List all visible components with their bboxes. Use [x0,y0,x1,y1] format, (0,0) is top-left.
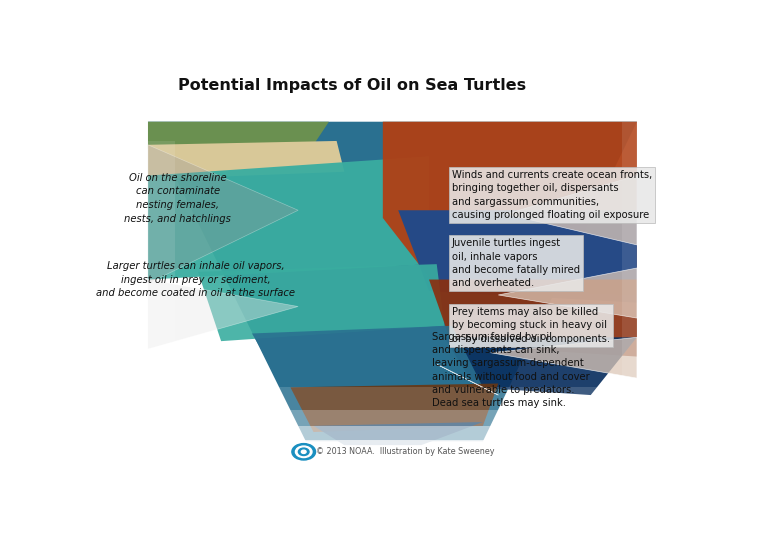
Polygon shape [98,387,690,474]
Polygon shape [148,122,329,149]
Circle shape [301,450,306,454]
Text: Winds and currents create ocean fronts,
bringing together oil, dispersants
and s: Winds and currents create ocean fronts, … [452,170,652,220]
Polygon shape [437,364,498,395]
Polygon shape [98,440,690,474]
Polygon shape [198,264,445,341]
Polygon shape [644,122,690,474]
Polygon shape [148,141,344,180]
Polygon shape [148,145,298,284]
Polygon shape [148,122,637,441]
Text: Potential Impacts of Oil on Sea Turtles: Potential Impacts of Oil on Sea Turtles [177,78,526,93]
Text: Juvenile turtles ingest
oil, inhale vapors
and become fatally mired
and overheat: Juvenile turtles ingest oil, inhale vapo… [452,238,580,288]
Polygon shape [98,141,129,474]
Polygon shape [148,156,429,280]
Polygon shape [382,122,637,295]
Polygon shape [252,326,483,399]
Polygon shape [445,337,637,395]
Polygon shape [98,141,148,474]
Circle shape [299,448,309,456]
Circle shape [296,446,312,457]
Polygon shape [290,384,498,432]
Polygon shape [660,122,690,474]
Polygon shape [98,410,690,474]
Polygon shape [621,122,690,474]
Text: Prey items may also be killed
by becoming stuck in heavy oil
or by dissolved oil: Prey items may also be killed by becomin… [452,307,610,344]
Text: Larger turtles can inhale oil vapors,
ingest oil in prey or sediment,
and become: Larger turtles can inhale oil vapors, in… [96,261,295,298]
Polygon shape [98,426,690,474]
Polygon shape [506,175,637,245]
Polygon shape [313,422,483,445]
Polygon shape [98,141,175,474]
Text: Oil on the shoreline
can contaminate
nesting females,
nests, and hatchlings: Oil on the shoreline can contaminate nes… [124,173,231,223]
Circle shape [292,443,316,460]
Text: © 2013 NOAA.  Illustration by Kate Sweeney: © 2013 NOAA. Illustration by Kate Sweene… [316,447,494,456]
Polygon shape [399,210,637,303]
Polygon shape [491,337,637,378]
Polygon shape [148,280,298,349]
Polygon shape [498,268,637,318]
Polygon shape [429,280,637,357]
Text: Sargassum fouled by oil
and dispersants can sink,
leaving sargassum-dependent
an: Sargassum fouled by oil and dispersants … [432,332,590,408]
